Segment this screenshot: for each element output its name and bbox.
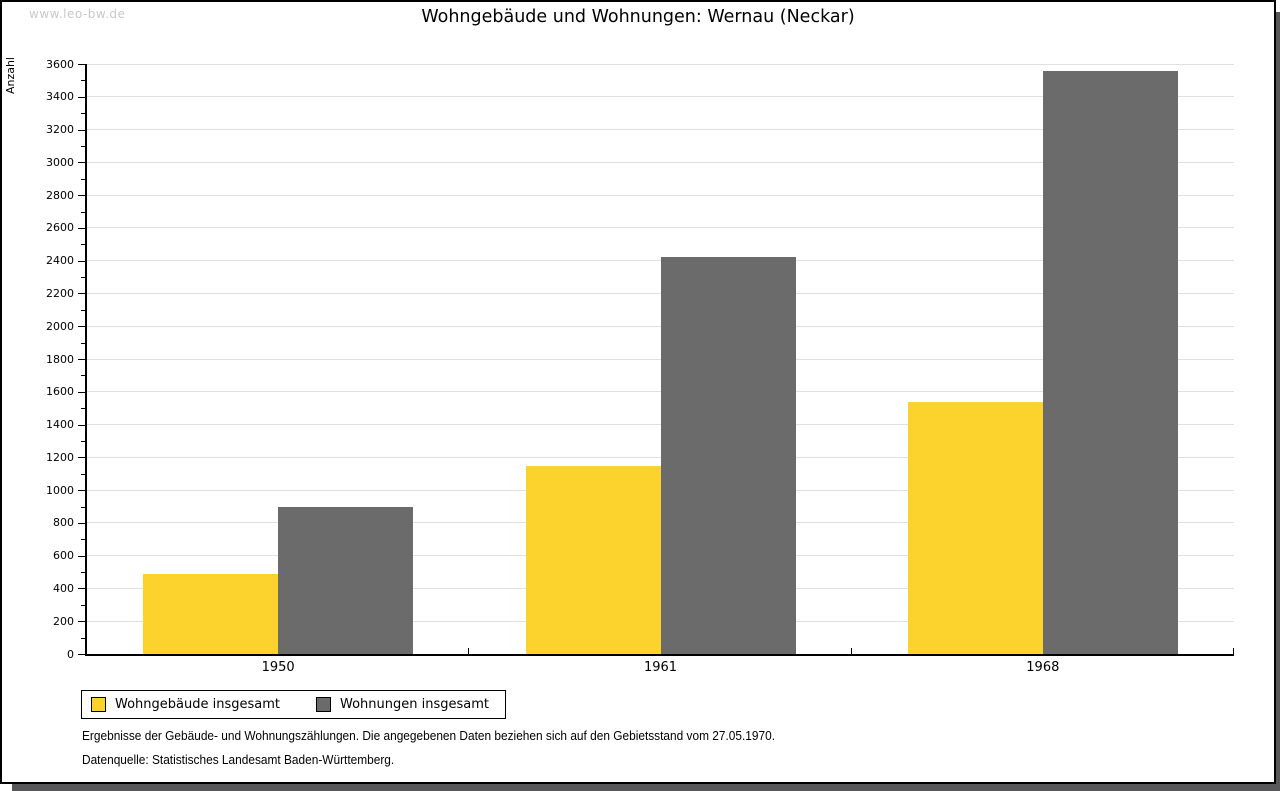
bar-wohnungen-1961 [660,257,796,654]
x-tick [1233,648,1234,654]
y-tick-label: 1800 [46,352,74,366]
y-tick [78,162,85,164]
y-tick [78,391,85,393]
y-tick-label: 0 [67,647,74,661]
y-tick [78,654,85,655]
y-tick-label: 3600 [46,57,74,71]
y-tick-label: 2800 [46,188,74,202]
x-category-label: 1961 [643,660,678,675]
bar-wohnungen-1968 [1042,70,1178,654]
gridline [87,227,1234,229]
bar-wohngebaeude-1950 [143,573,279,654]
drop-shadow-right [1276,12,1280,784]
y-tick-label: 1000 [46,483,74,497]
y-tick [81,408,85,410]
y-tick-label: 2400 [46,254,74,268]
y-tick [81,572,85,574]
x-category-label: 1950 [261,660,295,675]
y-tick [81,473,85,475]
y-tick [78,260,85,262]
y-tick-label: 200 [53,614,74,628]
y-tick-label: 3200 [46,123,74,137]
y-tick [81,539,85,541]
gridline [87,63,1234,65]
y-tick [78,64,85,65]
y-tick-label: 800 [53,516,74,530]
plot-area: 0 200 400 600 800 1000 1200 1400 1600 1800 2000 220… [2,2,1274,782]
legend-item-wohngebaeude: Wohngebäude insgesamt [91,697,280,712]
y-tick [78,227,85,229]
gridline [87,129,1234,131]
legend-label: Wohngebäude insgesamt [115,697,280,712]
y-tick [78,195,85,197]
x-category-label: 1968 [1026,660,1060,675]
legend-label: Wohnungen insgesamt [340,697,489,712]
y-tick [81,277,85,279]
chart-title: Wohngebäude und Wohnungen: Wernau (Necka… [421,7,855,27]
gridline [87,96,1234,98]
y-tick [81,113,85,115]
y-tick-label: 3400 [46,90,74,104]
x-tick [850,648,852,654]
y-tick [81,375,85,377]
y-tick-label: 1600 [46,385,74,399]
bar-wohngebaeude-1968 [907,401,1043,654]
legend-item-wohnungen: Wohnungen insgesamt [316,697,489,712]
y-tick [81,440,85,442]
y-tick [81,309,85,311]
y-tick [78,326,85,328]
y-tick [78,129,85,131]
y-axis-line [85,64,87,656]
y-tick [81,145,85,147]
y-tick [81,604,85,606]
x-tick [468,648,470,654]
y-tick-label: 2000 [46,319,74,333]
y-tick [78,490,85,492]
footnote-data-source: Datenquelle: Statistisches Landesamt Bad… [82,753,395,767]
y-tick [81,244,85,246]
y-tick [78,588,85,590]
y-tick-label: 2600 [46,221,74,235]
legend: Wohngebäude insgesamt Wohnungen insgesam… [81,690,506,719]
y-tick [81,178,85,180]
x-axis-line [85,654,1234,656]
gridline [87,194,1234,196]
y-tick [81,80,85,82]
bar-wohngebaeude-1961 [525,465,661,654]
y-tick [81,637,85,639]
watermark: www.leo-bw.de [29,7,126,21]
gridline [87,161,1234,163]
y-tick [78,522,85,524]
legend-swatch-yellow-icon [91,697,106,712]
legend-swatch-gray-icon [316,697,331,712]
y-tick [78,555,85,557]
y-tick [78,424,85,426]
y-tick [78,457,85,459]
y-tick [78,293,85,295]
bar-wohnungen-1950 [278,506,414,654]
y-tick [81,506,85,508]
y-tick [78,621,85,623]
y-tick [78,96,85,98]
footnote-source-note: Ergebnisse der Gebäude- und Wohnungszähl… [82,729,775,743]
y-tick [81,211,85,213]
y-tick [78,359,85,360]
drop-shadow-bottom [12,784,1280,791]
y-tick-label: 400 [53,581,74,595]
y-tick-label: 2200 [46,286,74,300]
y-tick [81,342,85,344]
y-tick-label: 600 [53,549,74,563]
y-tick-label: 1400 [46,418,74,432]
y-tick-label: 3000 [46,155,74,169]
y-tick-label: 1200 [46,450,74,464]
